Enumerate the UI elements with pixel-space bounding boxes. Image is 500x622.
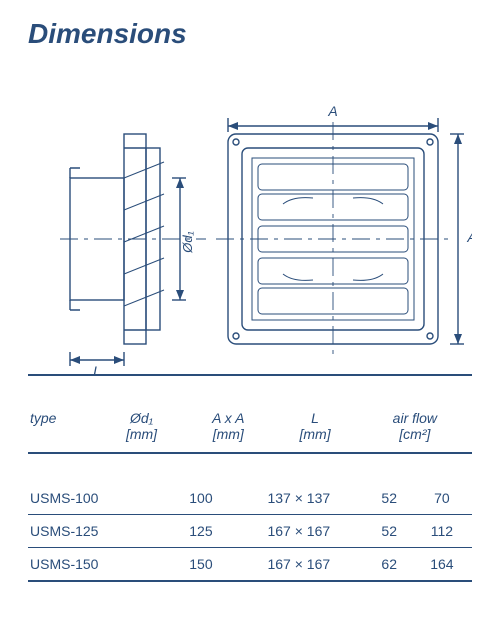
table-cell: USMS-100 — [28, 482, 171, 514]
col-header: A x A — [188, 410, 268, 426]
table-cell: 150 — [171, 548, 231, 580]
col-header: L — [276, 410, 353, 426]
table-cell: 137 × 137 — [231, 482, 367, 514]
table-cell: USMS-150 — [28, 548, 171, 580]
table-cell: 167 × 167 — [231, 548, 367, 580]
dim-label-l: L — [93, 363, 101, 374]
dimensions-table: type Ød₁[mm] A x A[mm] L[mm] air flow[cm… — [28, 404, 472, 452]
table-rule-top — [28, 374, 472, 376]
table-cell: 70 — [412, 482, 472, 514]
table-cell: 52 — [367, 515, 412, 547]
dim-label-d: Ød₁ — [180, 231, 195, 253]
table-row: USMS-100100137 × 1375270 — [28, 482, 472, 514]
table-cell: 164 — [412, 548, 472, 580]
table-cell: 100 — [171, 482, 231, 514]
page-title: Dimensions — [28, 18, 472, 50]
col-header: type — [30, 410, 95, 426]
table-cell: 52 — [367, 482, 412, 514]
col-header: air flow — [362, 410, 468, 426]
table-rule-bottom — [28, 580, 472, 582]
dimensions-diagram: A A — [28, 74, 472, 374]
col-header: Ød₁ — [103, 410, 180, 426]
table-cell: 112 — [412, 515, 472, 547]
page: Dimensions — [0, 0, 500, 622]
dim-label-a-right: A — [466, 229, 472, 245]
table-row: USMS-125125167 × 16752112 — [28, 515, 472, 547]
dimensions-table-body: USMS-100100137 × 1375270USMS-125125167 ×… — [28, 482, 472, 580]
table-cell: 125 — [171, 515, 231, 547]
table-cell: USMS-125 — [28, 515, 171, 547]
table-cell: 62 — [367, 548, 412, 580]
dim-label-a-top: A — [327, 103, 337, 119]
table-rule — [28, 452, 472, 454]
table-head: type Ød₁[mm] A x A[mm] L[mm] air flow[cm… — [28, 404, 472, 452]
table-row: USMS-150150167 × 16762164 — [28, 548, 472, 580]
table-cell: 167 × 167 — [231, 515, 367, 547]
